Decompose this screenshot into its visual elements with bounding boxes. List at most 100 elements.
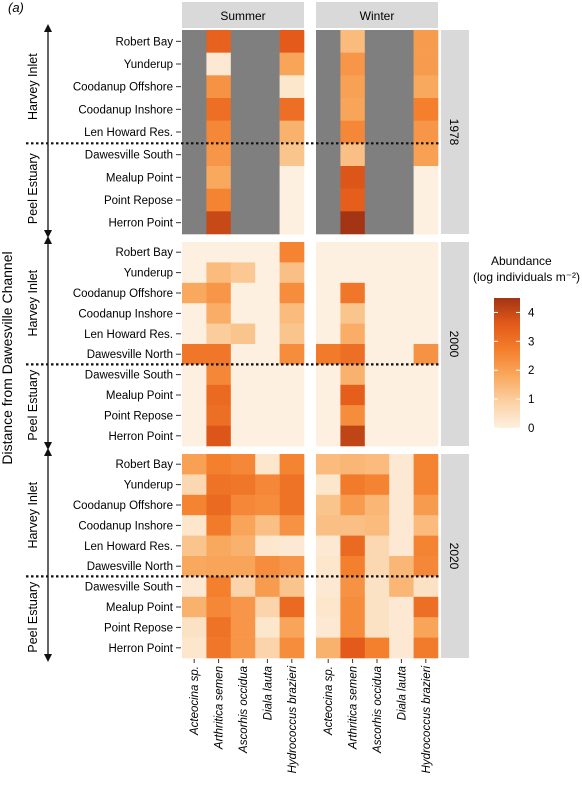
heatmap-cell bbox=[206, 120, 232, 144]
site-label: Robert Bay bbox=[115, 247, 173, 259]
heatmap-cell bbox=[413, 262, 439, 284]
heatmap-cell bbox=[364, 323, 390, 345]
heatmap-cell bbox=[364, 494, 390, 516]
heatmap-cell bbox=[316, 576, 341, 598]
site-label: Coodanup Inshore bbox=[78, 308, 173, 320]
year-strip bbox=[441, 454, 469, 658]
heatmap-cell bbox=[413, 454, 439, 475]
heatmap-cell bbox=[340, 617, 366, 638]
species-label: Ascorhis occidua bbox=[372, 666, 384, 754]
heatmap-cell bbox=[413, 303, 439, 324]
heatmap-cell bbox=[316, 364, 341, 386]
heatmap-cell bbox=[230, 262, 256, 284]
heatmap-cell bbox=[206, 617, 232, 638]
heatmap-cell bbox=[230, 166, 256, 189]
heatmap-cell bbox=[255, 425, 280, 447]
heatmap-cell bbox=[230, 556, 256, 577]
heatmap-cell bbox=[316, 188, 341, 212]
heatmap-cell bbox=[230, 474, 256, 496]
heatmap-cell bbox=[206, 166, 232, 189]
heatmap-cell bbox=[413, 535, 439, 557]
heatmap-cell bbox=[255, 405, 280, 426]
heatmap-cell bbox=[279, 344, 305, 365]
heatmap-cell bbox=[255, 188, 280, 212]
heatmap-cell bbox=[316, 120, 341, 144]
heatmap-cell bbox=[389, 556, 414, 577]
heatmap-cell bbox=[389, 282, 414, 304]
heatmap-cell bbox=[364, 474, 390, 496]
heatmap-cell bbox=[182, 282, 207, 304]
heatmap-cell bbox=[364, 454, 390, 475]
legend-tick-label: 0 bbox=[528, 423, 534, 435]
heatmap-cell bbox=[206, 188, 232, 212]
region-label-lower: Peel Estuary bbox=[26, 581, 40, 653]
heatmap-cell bbox=[389, 120, 414, 144]
heatmap-cell bbox=[279, 596, 305, 618]
season-strip bbox=[316, 2, 438, 28]
site-label: Herron Point bbox=[108, 431, 173, 443]
year-strip bbox=[441, 242, 469, 446]
heatmap-cell bbox=[182, 75, 207, 99]
site-label: Dawesville North bbox=[87, 349, 173, 361]
heatmap-cell bbox=[389, 52, 414, 76]
heatmap-cell bbox=[279, 323, 305, 345]
heatmap-cell bbox=[279, 515, 305, 536]
heatmap-cell bbox=[340, 535, 366, 557]
heatmap-cell bbox=[364, 166, 390, 189]
heatmap-cell bbox=[230, 211, 256, 235]
heatmap-cell bbox=[364, 405, 390, 426]
heatmap-cell bbox=[413, 515, 439, 536]
heatmap-cell bbox=[340, 454, 366, 475]
heatmap-cell bbox=[182, 637, 207, 659]
heatmap-cell bbox=[316, 303, 341, 324]
heatmap-cell bbox=[230, 143, 256, 167]
heatmap-cell bbox=[279, 425, 305, 447]
site-label: Len Howard Res. bbox=[84, 127, 173, 139]
heatmap-cell bbox=[206, 454, 232, 475]
heatmap-cell bbox=[316, 323, 341, 345]
heatmap-cell bbox=[206, 75, 232, 99]
heatmap-cell bbox=[230, 494, 256, 516]
heatmap-cell bbox=[230, 596, 256, 618]
heatmap-cell bbox=[389, 535, 414, 557]
heatmap-cell bbox=[279, 454, 305, 475]
heatmap-cell bbox=[255, 515, 280, 536]
heatmap-cell bbox=[255, 617, 280, 638]
heatmap-cell bbox=[230, 617, 256, 638]
heatmap-cell bbox=[389, 75, 414, 99]
heatmap-cell bbox=[206, 98, 232, 121]
heatmap-cell bbox=[182, 405, 207, 426]
heatmap-cell bbox=[182, 596, 207, 618]
heatmap-cell bbox=[230, 30, 256, 53]
region-label-upper: Harvey Inlet bbox=[26, 53, 40, 120]
heatmap-cell bbox=[279, 474, 305, 496]
site-label: Point Repose bbox=[104, 195, 173, 207]
heatmap-cell bbox=[364, 303, 390, 324]
heatmap-cell bbox=[182, 188, 207, 212]
heatmap-cell bbox=[182, 303, 207, 324]
heatmap-cell bbox=[279, 494, 305, 516]
heatmap-cell bbox=[316, 262, 341, 284]
heatmap-cell bbox=[279, 211, 305, 235]
site-label: Mealup Point bbox=[106, 602, 174, 614]
heatmap-cell bbox=[340, 596, 366, 618]
heatmap-cell bbox=[182, 262, 207, 284]
heatmap-cell bbox=[340, 98, 366, 121]
heatmap-cell bbox=[182, 454, 207, 475]
heatmap-cell bbox=[279, 364, 305, 386]
heatmap-cell bbox=[230, 303, 256, 324]
heatmap-cell bbox=[230, 282, 256, 304]
heatmap-cell bbox=[255, 98, 280, 121]
heatmap-cell bbox=[340, 364, 366, 386]
heatmap-cell bbox=[389, 242, 414, 263]
heatmap-cell bbox=[279, 262, 305, 284]
heatmap-cell bbox=[364, 637, 390, 659]
heatmap-cell bbox=[279, 282, 305, 304]
heatmap-cell bbox=[389, 211, 414, 235]
heatmap-cell bbox=[230, 384, 256, 406]
heatmap-cell bbox=[206, 242, 232, 263]
heatmap-cell bbox=[279, 188, 305, 212]
season-label: Summer bbox=[220, 9, 265, 23]
arrow-head-down bbox=[44, 442, 52, 450]
heatmap-cell bbox=[182, 143, 207, 167]
